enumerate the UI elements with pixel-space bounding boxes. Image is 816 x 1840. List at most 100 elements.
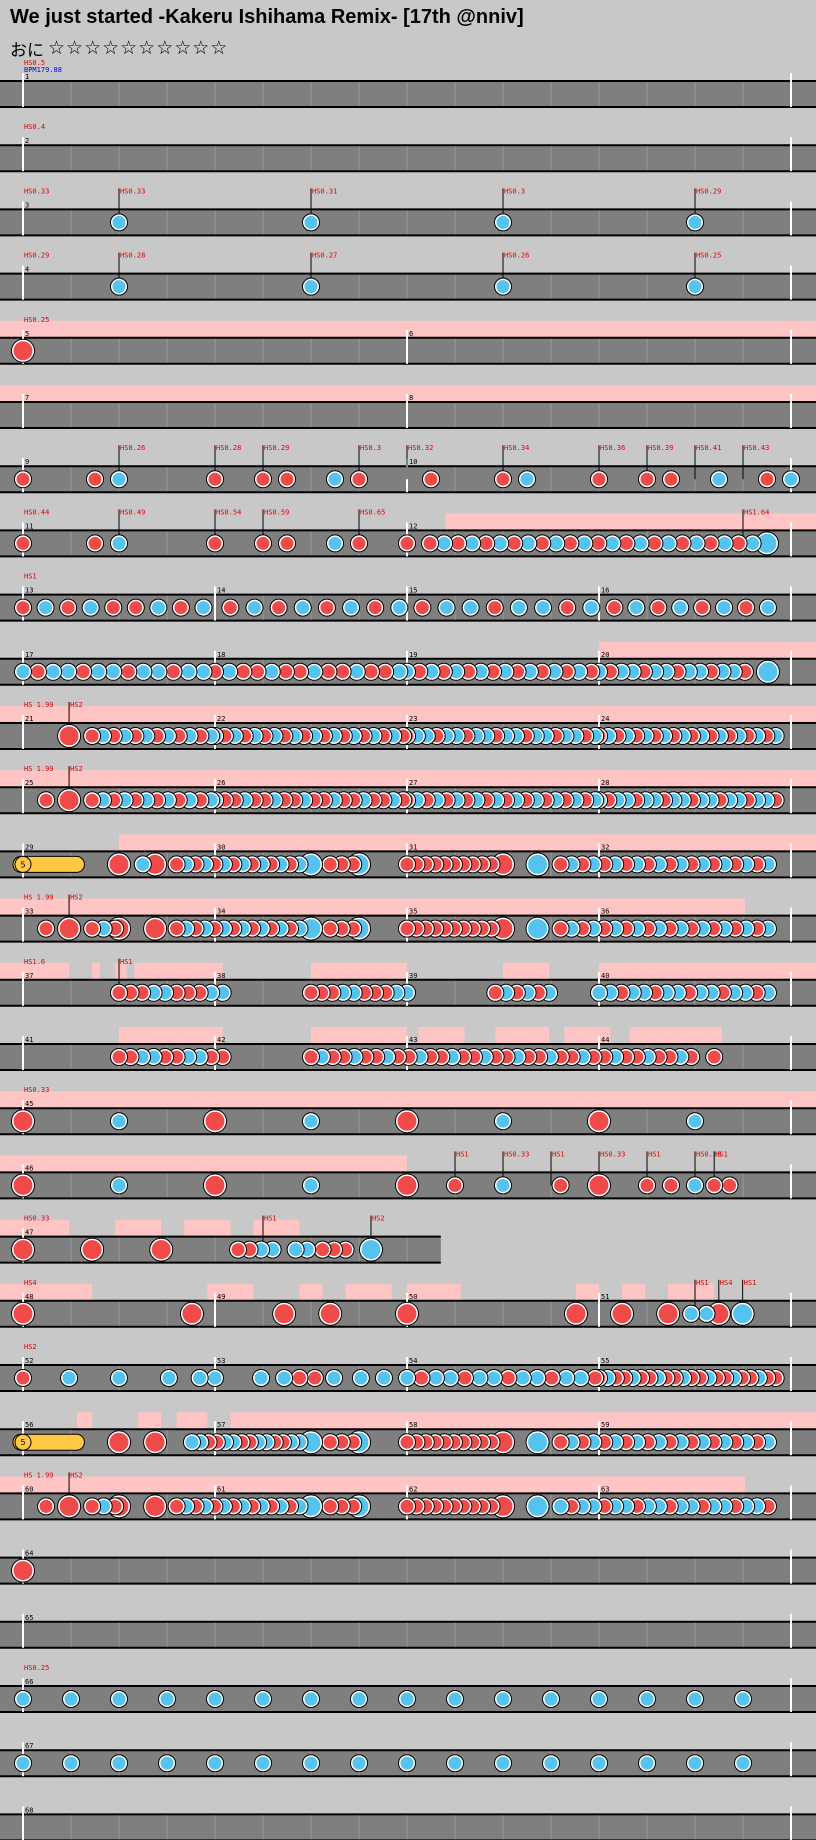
ka-note-face [193,1371,207,1385]
bar-number: 48 [25,1293,33,1301]
scroll-speed-label: HS0.31 [312,187,337,195]
don-note-face [448,1178,462,1192]
ka-note-face [62,1371,76,1385]
ka-note-face [592,1692,606,1706]
ka-note-face [536,601,550,615]
ka-note-face [688,1756,702,1770]
scroll-speed-label: HS0.28 [120,252,145,260]
don-note-face [85,729,99,743]
bar-number: 24 [601,715,609,723]
bar-number: 65 [25,1614,33,1622]
don-note-face [400,1435,414,1449]
don-note-face [535,665,549,679]
don-note-face [320,1304,340,1324]
bpm-label: BPM179.88 [24,66,62,74]
don-note-face [59,790,79,810]
ka-note-face [256,1756,270,1770]
scroll-speed-label: HS0.34 [504,444,529,452]
don-note-face [400,1499,414,1513]
scroll-speed-label: HS1 [744,1279,757,1287]
bar-number: 51 [601,1293,609,1301]
ka-note-face [688,280,702,294]
don-note-face [129,601,143,615]
scroll-speed-label: HS0.33 [24,187,49,195]
scroll-speed-label: HS0.43 [744,444,769,452]
ka-note-face [717,601,731,615]
ka-note-face [757,533,777,553]
ka-note-face [254,1371,268,1385]
don-note-face [151,1240,171,1260]
don-note-face [145,919,165,939]
don-note-face [112,1050,126,1064]
ka-note-face [746,536,760,550]
ka-note-face [106,665,120,679]
ka-note-face [162,1371,176,1385]
ka-note-face [487,1371,501,1385]
ka-note-face [361,1240,381,1260]
bar-number: 9 [25,458,29,466]
don-note-face [208,536,222,550]
song-title: We just started -Kakeru Ishihama Remix- … [10,6,524,28]
ka-note-face [112,1178,126,1192]
bar-number: 11 [25,522,33,530]
ka-note-face [464,601,478,615]
ka-note-face [112,280,126,294]
ka-note-face [16,665,30,679]
ka-note-face [400,1371,414,1385]
scroll-speed-label: HS0.33 [504,1150,529,1158]
don-note-face [501,1371,515,1385]
ka-note-face [46,665,60,679]
don-note-face [397,1304,417,1324]
don-note-face [109,854,129,874]
difficulty-label: おに [10,40,44,61]
chart-row-14: 33 34 35 36 HS 1.99 HS2 [0,894,816,943]
bar-number: 38 [217,972,225,980]
ka-note-face [265,665,279,679]
scroll-speed-label: HS0.33 [696,1150,721,1158]
chart-row-7: 9 10 HS0.26 HS0.28 HS0.29 HS0.3 HS0.32 HS0.34 HS… [0,444,816,494]
ka-note-face [277,1371,291,1385]
ka-note-face [307,665,321,679]
don-note-face [145,1496,165,1516]
don-note-face [336,665,350,679]
scroll-speed-label: HS2 [24,1343,37,1351]
ka-note-face [425,665,439,679]
ka-note-face [661,536,675,550]
bar-number: 54 [409,1357,417,1365]
scroll-speed-label: HS0.32 [408,444,433,452]
don-note-face [272,601,286,615]
ka-note-face [344,601,358,615]
ka-note-face [496,1178,510,1192]
bar-number: 68 [25,1806,33,1814]
don-note-face [106,601,120,615]
ka-note-face [496,280,510,294]
drumroll-bar [12,1433,85,1451]
ka-note-face [688,1178,702,1192]
ka-note-face [208,1756,222,1770]
ka-note-face [39,601,53,615]
ka-note-face [61,665,75,679]
bar-number: 56 [25,1421,33,1429]
don-note-face [397,1175,417,1195]
drumroll-mark: 5 [21,1438,26,1447]
ka-note-face [640,1692,654,1706]
don-note-face [415,601,429,615]
don-note-face [145,1432,165,1452]
ka-note-face [160,1692,174,1706]
don-note-face [205,1111,225,1131]
ka-note-face [544,1756,558,1770]
ka-note-face [112,1692,126,1706]
don-note-face [664,472,678,486]
don-note-face [16,1371,30,1385]
ka-note-face [700,1307,714,1321]
bar-number: 26 [217,779,225,787]
don-note-face [651,601,665,615]
don-note-face [458,1371,472,1385]
don-note-face [59,1496,79,1516]
don-note-face [323,1499,337,1513]
bar-number: 18 [217,651,225,659]
don-note-face [304,986,318,1000]
don-note-face [658,1304,678,1324]
chart-row-15: 37 38 39 40 HS1.6 HS1 [0,958,816,1007]
chart-row-13: 29 30 31 32 5 [0,834,816,879]
